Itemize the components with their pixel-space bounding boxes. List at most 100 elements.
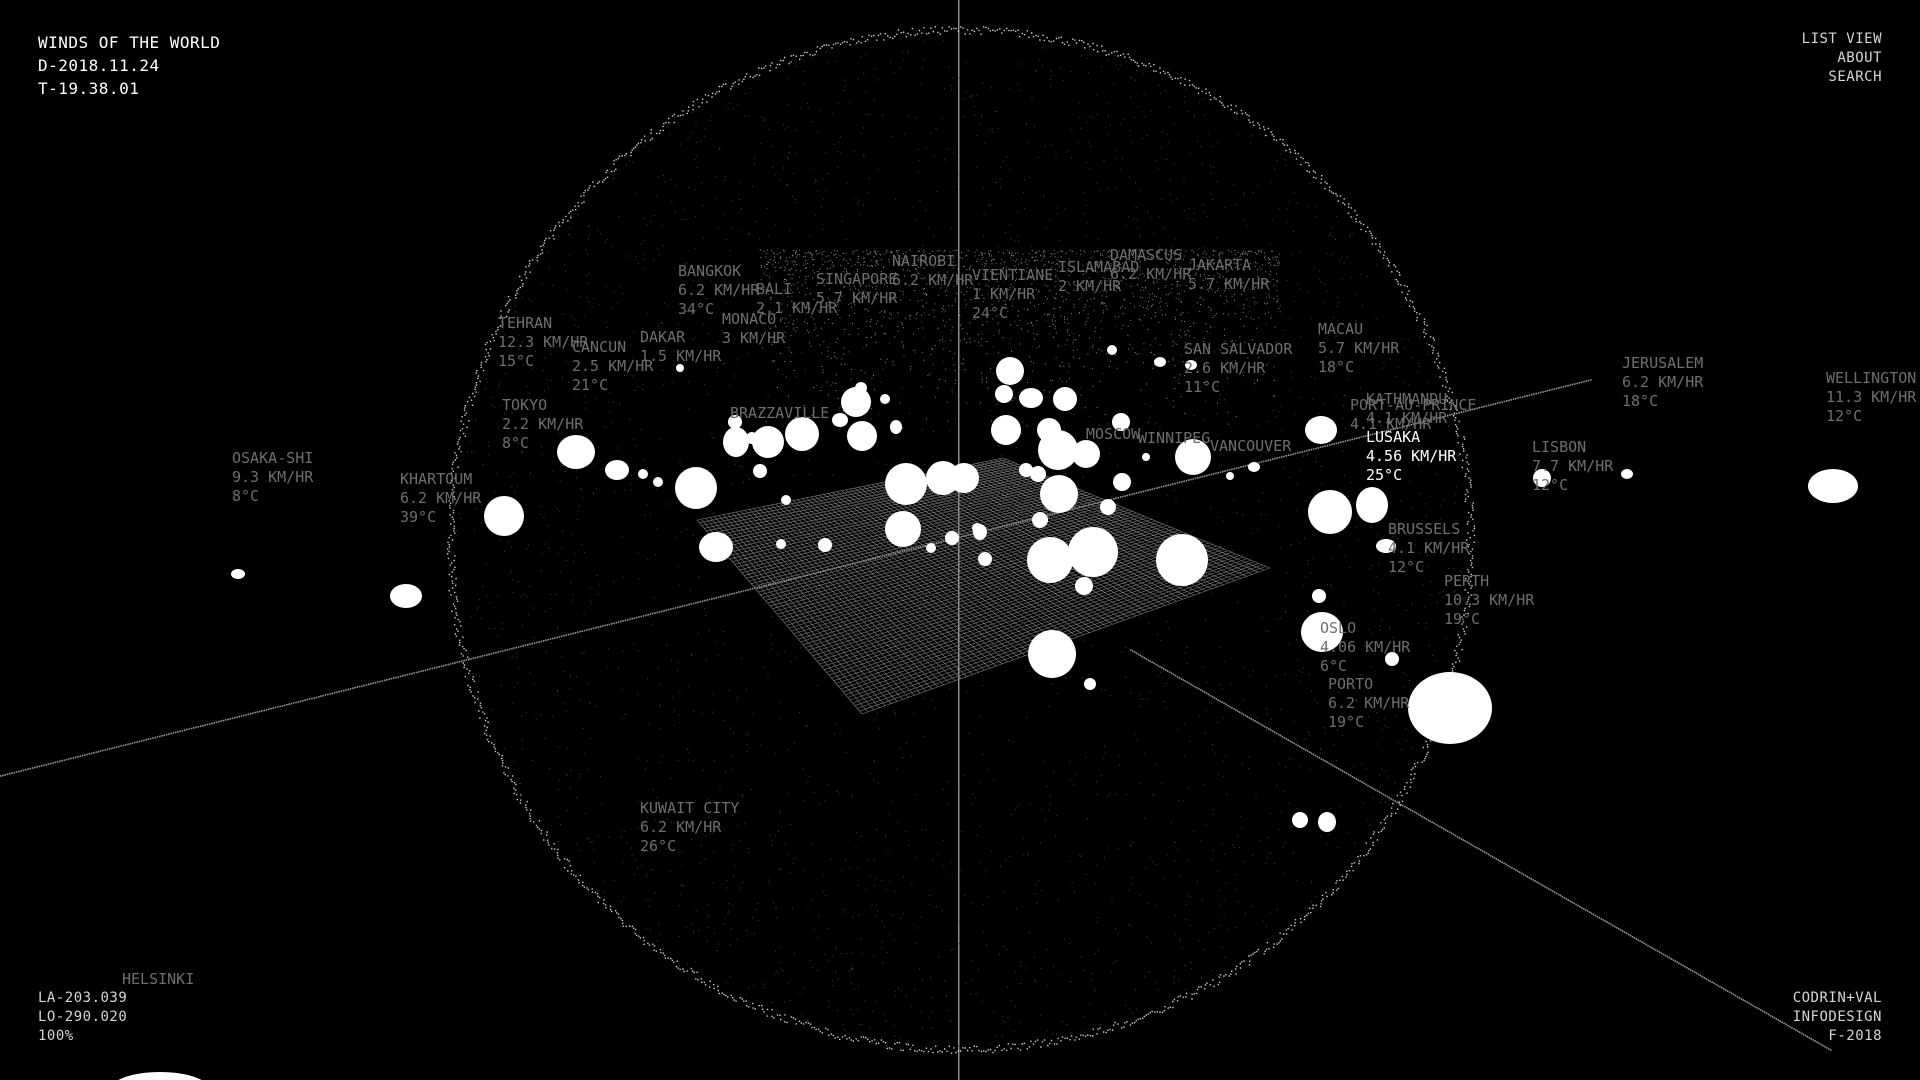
- city-label-oslo[interactable]: OSLO 4.06 KM/HR 6°C: [1320, 619, 1410, 676]
- city-wind-speed: 7.7 KM/HR: [1532, 457, 1614, 475]
- city-wind-speed: 4.56 KM/HR: [1366, 447, 1457, 465]
- city-label-san-salvador[interactable]: SAN SALVADOR 2.6 KM/HR 11°C: [1184, 340, 1292, 397]
- city-name: DAMASCUS: [1110, 246, 1183, 264]
- city-name: JAKARTA: [1188, 256, 1252, 274]
- wind-bubble: [926, 543, 936, 553]
- wind-bubble: [605, 460, 629, 480]
- city-label-bali[interactable]: BALI 2.1 KM/HR: [756, 280, 837, 318]
- city-label-jakarta[interactable]: JAKARTA 5.7 KM/HR: [1188, 256, 1269, 294]
- city-label-monaco[interactable]: MONACO 3 KM/HR: [722, 310, 785, 348]
- wind-bubble: [841, 387, 871, 417]
- wind-bubble: [753, 464, 767, 478]
- wind-bubble: [1356, 487, 1388, 523]
- wind-bubble: [638, 469, 648, 479]
- city-label-brussels[interactable]: BRUSSELS 4.1 KM/HR 12°C: [1388, 520, 1469, 577]
- city-name: WELLINGTON: [1826, 369, 1917, 387]
- city-wind-speed: 2.1 KM/HR: [756, 299, 838, 317]
- city-name: TOKYO: [502, 396, 548, 414]
- wind-bubble: [1072, 440, 1100, 468]
- city-label-kuwait-city[interactable]: KUWAIT CITY 6.2 KM/HR 26°C: [640, 799, 739, 856]
- city-name: JERUSALEM: [1622, 354, 1704, 372]
- wind-bubble: [653, 477, 663, 487]
- city-wind-speed: 6.2 KM/HR: [1622, 373, 1704, 391]
- city-label-cancun[interactable]: CANCUN 2.5 KM/HR 21°C: [572, 338, 653, 395]
- wind-bubble: [1305, 416, 1337, 444]
- city-temperature: 12°C: [1826, 407, 1863, 425]
- city-label-jerusalem[interactable]: JERUSALEM 6.2 KM/HR 18°C: [1622, 354, 1703, 411]
- wind-bubble: [723, 427, 749, 457]
- city-label-khartoum[interactable]: KHARTOUM 6.2 KM/HR 39°C: [400, 470, 481, 527]
- city-label-perth[interactable]: PERTH 10.3 KM/HR 19°C: [1444, 572, 1534, 629]
- city-temperature: 6°C: [1320, 657, 1348, 675]
- city-label-port-au-prince[interactable]: PORT-AU-PRINCE 4.1 KM/HR: [1350, 396, 1476, 434]
- city-wind-speed: 2 KM/HR: [1058, 277, 1122, 295]
- list-view-link[interactable]: LIST VIEW: [1801, 31, 1882, 47]
- wind-bubbles[interactable]: [110, 345, 1858, 1080]
- city-temperature: 18°C: [1622, 392, 1659, 410]
- city-label-winnipeg[interactable]: WINNIPEG: [1138, 429, 1210, 448]
- city-label-kathmandu[interactable]: KATHMANDU 4.1 KM/HR: [1366, 390, 1447, 428]
- wind-bubble: [1107, 345, 1117, 355]
- city-label-osaka-shi[interactable]: OSAKA-SHI 9.3 KM/HR 8°C: [232, 449, 313, 506]
- city-label-tokyo[interactable]: TOKYO 2.2 KM/HR 8°C: [502, 396, 583, 453]
- city-label-islamabad[interactable]: ISLAMABAD 2 KM/HR: [1058, 258, 1139, 296]
- city-label-helsinki[interactable]: HELSINKI: [122, 970, 194, 989]
- wind-bubble: [885, 463, 927, 505]
- city-label-moscow[interactable]: MOSCOW: [1086, 425, 1140, 444]
- zoom-readout: 100%: [38, 1028, 74, 1044]
- city-name: SAN SALVADOR: [1184, 340, 1293, 358]
- city-label-bangkok[interactable]: BANGKOK 6.2 KM/HR 34°C: [678, 262, 759, 319]
- city-name: PORTO: [1328, 675, 1374, 693]
- city-wind-speed: 1.5 KM/HR: [640, 347, 722, 365]
- city-label-vientiane[interactable]: VIENTIANE 1 KM/HR 24°C: [972, 266, 1053, 323]
- city-wind-speed: 5.7 KM/HR: [816, 289, 898, 307]
- city-name: SINGAPORE: [816, 270, 898, 288]
- city-label-lusaka[interactable]: LUSAKA 4.56 KM/HR 25°C: [1366, 428, 1456, 485]
- city-label-damascus[interactable]: DAMASCUS 6.2 KM/HR: [1110, 246, 1191, 284]
- wind-bubble: [1075, 577, 1093, 595]
- city-label-vancouver[interactable]: VANCOUVER: [1210, 437, 1291, 456]
- wind-bubble: [1142, 453, 1150, 461]
- city-wind-speed: 12.3 KM/HR: [498, 333, 589, 351]
- city-temperature: 19°C: [1444, 610, 1481, 628]
- city-name: KHARTOUM: [400, 470, 473, 488]
- credits: CODRIN+VAL INFODESIGN F-2018: [1793, 989, 1882, 1046]
- wind-bubble: [1301, 612, 1343, 652]
- city-wind-speed: 4.06 KM/HR: [1320, 638, 1411, 656]
- city-label-wellington[interactable]: WELLINGTON 11.3 KM/HR 12°C: [1826, 369, 1916, 426]
- app-title: WINDS OF THE WORLD: [38, 33, 221, 52]
- about-link[interactable]: ABOUT: [1837, 50, 1882, 66]
- wind-bubble: [1019, 463, 1033, 477]
- city-label-tehran[interactable]: TEHRAN 12.3 KM/HR 15°C: [498, 314, 588, 371]
- wind-bubble: [991, 415, 1021, 445]
- wind-bubble: [1113, 473, 1131, 491]
- wind-bubble: [832, 413, 848, 427]
- city-label-nairobi[interactable]: NAIROBI 6.2 KM/HR: [892, 252, 973, 290]
- city-label-brazzaville[interactable]: BRAZZAVILLE: [730, 404, 829, 423]
- city-label-macau[interactable]: MACAU 5.7 KM/HR 18°C: [1318, 320, 1399, 377]
- wind-bubble: [1248, 462, 1260, 472]
- city-name: KATHMANDU: [1366, 390, 1448, 408]
- city-label-dakar[interactable]: DAKAR 1.5 KM/HR: [640, 328, 721, 366]
- wind-bubble: [1621, 469, 1633, 479]
- city-temperature: 19°C: [1328, 713, 1365, 731]
- city-label-lisbon[interactable]: LISBON 7.7 KM/HR 12°C: [1532, 438, 1613, 495]
- city-wind-speed: 6.2 KM/HR: [400, 489, 482, 507]
- city-wind-speed: 4.1 KM/HR: [1388, 539, 1470, 557]
- city-temperature: 11°C: [1184, 378, 1221, 396]
- wind-bubble: [996, 357, 1024, 385]
- city-temperature: 25°C: [1366, 466, 1403, 484]
- city-wind-speed: 2.5 KM/HR: [572, 357, 654, 375]
- city-name: OSLO: [1320, 619, 1357, 637]
- city-label-porto[interactable]: PORTO 6.2 KM/HR 19°C: [1328, 675, 1409, 732]
- wind-bubble: [1084, 678, 1096, 690]
- wind-bubble: [978, 552, 992, 566]
- wind-bubble: [1061, 491, 1075, 505]
- longitude-readout: LO-290.020: [38, 1009, 128, 1025]
- city-name: BRUSSELS: [1388, 520, 1461, 538]
- city-label-singapore[interactable]: SINGAPORE 5.7 KM/HR: [816, 270, 897, 308]
- wind-bubble: [746, 432, 758, 444]
- search-link[interactable]: SEARCH: [1828, 69, 1882, 85]
- city-temperature: 34°C: [678, 300, 715, 318]
